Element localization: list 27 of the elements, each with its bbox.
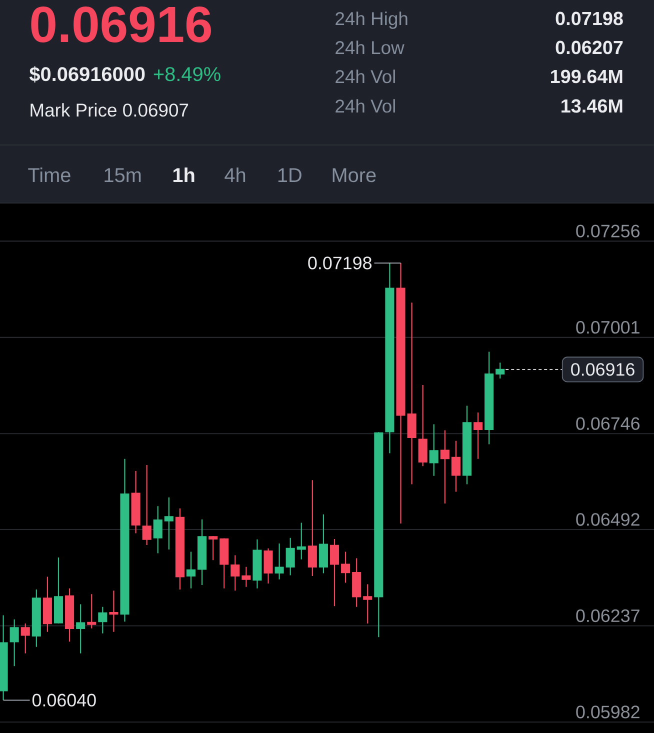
text: 24h Vol [336, 70, 395, 84]
text: 13.46M [562, 99, 622, 113]
y-tick-label: 0.07001 [576, 320, 640, 334]
text: +8.49% [154, 67, 220, 82]
text: 199.64M [551, 70, 622, 84]
annotation: 0.07198 [308, 256, 372, 270]
text: More [332, 168, 376, 182]
y-tick-label: 0.07256 [576, 224, 640, 238]
text: 24h High [336, 12, 408, 29]
y-tick-label: 0.06492 [576, 513, 640, 526]
text: 24h Low [336, 40, 404, 54]
text: 0.07198 [556, 12, 623, 26]
text: 4h [224, 168, 246, 182]
annotation: 0.06040 [32, 694, 96, 706]
text: Time [28, 168, 70, 182]
text: 0.06207 [556, 40, 623, 54]
ref-line-label: 0.06916 [571, 363, 634, 376]
text: 24h Vol [336, 99, 395, 113]
y-tick-label: 0.05982 [576, 706, 640, 718]
y-tick-label: 0.06237 [576, 609, 640, 622]
chart-subtitle: $0.06916000 [29, 66, 145, 82]
y-tick-label: 0.06746 [576, 417, 640, 430]
chart-title: 0.06916 [31, 6, 211, 42]
text: 1h [173, 168, 194, 182]
text: Mark Price 0.06907 [30, 103, 188, 117]
text: 15m [104, 168, 141, 182]
text: 1D [278, 168, 302, 182]
